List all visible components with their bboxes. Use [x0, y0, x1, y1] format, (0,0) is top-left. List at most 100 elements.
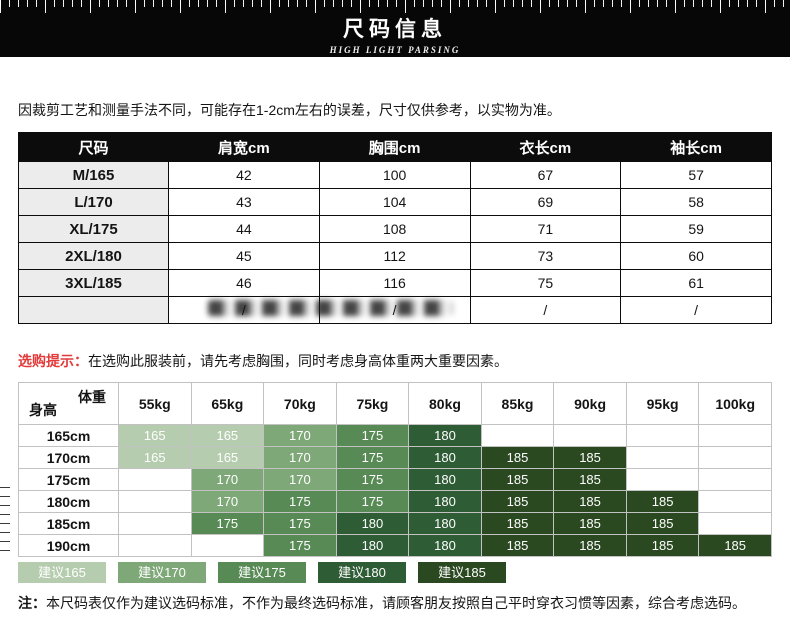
size-label-cell: M/165	[18, 161, 169, 189]
note-label: 注：	[18, 595, 46, 611]
matrix-empty-cell	[480, 424, 555, 447]
size-value-cell: 67	[469, 161, 622, 189]
matrix-size-cell: 175	[263, 534, 337, 557]
weight-header-cell: 75kg	[335, 382, 410, 425]
size-table-head-row: 尺码 肩宽cm 胸围cm 衣长cm 袖长cm	[18, 132, 772, 162]
size-value-cell: 69	[469, 188, 622, 216]
matrix-size-cell: 185	[553, 446, 627, 469]
size-value-cell: 45	[168, 242, 320, 270]
matrix-size-cell: 175	[190, 512, 265, 535]
intro-text: 因裁剪工艺和测量手法不同，可能存在1-2cm左右的误差，尺寸仅供参考，以实物为准…	[18, 102, 561, 118]
weight-header-cell: 100kg	[698, 382, 772, 425]
matrix-empty-cell	[698, 468, 772, 491]
tip-label: 选购提示：	[18, 353, 88, 369]
matrix-empty-cell	[625, 446, 700, 469]
matrix-empty-cell	[118, 512, 192, 535]
matrix-empty-cell	[698, 512, 772, 535]
size-table-header-cell: 胸围cm	[318, 132, 471, 162]
matrix-empty-cell	[118, 490, 192, 513]
matrix-size-cell: 185	[625, 534, 700, 557]
matrix-row: 165cm 165 165 170 175 180	[18, 424, 772, 447]
matrix-size-cell: 185	[698, 534, 772, 557]
height-label-cell: 180cm	[18, 490, 119, 513]
matrix-size-cell: 170	[190, 468, 265, 491]
matrix-size-cell: 180	[335, 534, 410, 557]
matrix-size-cell: 185	[553, 534, 627, 557]
legend: 建议165 建议170 建议175 建议180 建议185	[18, 562, 772, 583]
page-subtitle: HIGH LIGHT PARSING	[329, 45, 461, 55]
size-value-cell: 100	[318, 161, 471, 189]
matrix-size-cell: 185	[553, 468, 627, 491]
note-text: 本尺码表仅作为建议选码标准，不作为最终选码标准，请顾客朋友按照自己平时穿衣习惯等…	[46, 595, 746, 611]
matrix-empty-cell	[625, 468, 700, 491]
matrix-head-row: 体重 身高 55kg 65kg 70kg 75kg 80kg 85kg 90kg 95kg 10…	[18, 382, 772, 425]
header-banner: 尺码信息 HIGH LIGHT PARSING	[0, 0, 790, 57]
height-label-cell: 185cm	[18, 512, 119, 535]
size-value-cell: 60	[620, 242, 772, 270]
size-table-row: L/170 43 104 69 58	[18, 188, 772, 216]
size-table-header-cell: 衣长cm	[469, 132, 622, 162]
legend-item: 建议170	[118, 562, 206, 583]
matrix-size-cell: 175	[263, 490, 337, 513]
legend-item: 建议175	[218, 562, 306, 583]
matrix-empty-cell	[553, 424, 627, 447]
weight-header-cell: 70kg	[263, 382, 337, 425]
size-label-cell: XL/175	[18, 215, 169, 243]
matrix-row: 170cm 165 165 170 175 180 185 185	[18, 446, 772, 469]
matrix-empty-cell	[118, 534, 192, 557]
matrix-row: 190cm 175 180 180 185 185 185 185	[18, 534, 772, 557]
size-value-cell: 43	[168, 188, 320, 216]
legend-item: 建议165	[18, 562, 106, 583]
size-recommendation-matrix: 体重 身高 55kg 65kg 70kg 75kg 80kg 85kg 90kg 95kg 10…	[18, 382, 772, 557]
matrix-size-cell: 175	[335, 424, 410, 447]
size-table-header-cell: 袖长cm	[620, 132, 772, 162]
matrix-size-cell: 175	[335, 468, 410, 491]
size-table-row: XL/175 44 108 71 59	[18, 215, 772, 243]
matrix-empty-cell	[625, 424, 700, 447]
matrix-size-cell: 170	[263, 424, 337, 447]
matrix-size-cell: 165	[190, 446, 265, 469]
size-value-cell: 61	[620, 269, 772, 297]
size-value-cell: 108	[318, 215, 471, 243]
matrix-size-cell: 185	[625, 512, 700, 535]
weight-header-cell: 80kg	[408, 382, 482, 425]
weight-header-cell: 95kg	[625, 382, 700, 425]
matrix-size-cell: 180	[408, 424, 482, 447]
size-label-cell	[18, 296, 169, 324]
matrix-corner-cell: 体重 身高	[18, 382, 119, 425]
height-label-cell: 190cm	[18, 534, 119, 557]
tip-line: 选购提示：在选购此服装前，请先考虑胸围，同时考虑身高体重两大重要因素。	[0, 324, 790, 382]
ruler-ticks-top	[0, 0, 790, 14]
weight-header-cell: 85kg	[480, 382, 555, 425]
size-value-cell: 112	[318, 242, 471, 270]
size-value-cell: 75	[469, 269, 622, 297]
matrix-size-cell: 165	[118, 446, 192, 469]
matrix-size-cell: 180	[408, 512, 482, 535]
matrix-size-cell: 180	[335, 512, 410, 535]
corner-weight-label: 体重	[78, 389, 106, 405]
matrix-row: 185cm 175 175 180 180 185 185 185	[18, 512, 772, 535]
size-table-header-cell: 肩宽cm	[168, 132, 320, 162]
matrix-size-cell: 185	[480, 512, 555, 535]
size-value-cell: 73	[469, 242, 622, 270]
height-label-cell: 165cm	[18, 424, 119, 447]
weight-header-cell: 55kg	[118, 382, 192, 425]
size-value-cell: 71	[469, 215, 622, 243]
matrix-row: 180cm 170 175 175 180 185 185 185	[18, 490, 772, 513]
matrix-size-cell: 180	[408, 490, 482, 513]
note-line: 注：本尺码表仅作为建议选码标准，不作为最终选码标准，请顾客朋友按照自己平时穿衣习…	[0, 583, 790, 612]
matrix-size-cell: 185	[480, 534, 555, 557]
matrix-empty-cell	[698, 424, 772, 447]
size-table: 尺码 肩宽cm 胸围cm 衣长cm 袖长cm M/165 42 100 67 57 L/170 43…	[18, 132, 772, 324]
size-value-cell: 104	[318, 188, 471, 216]
size-table-header-cell: 尺码	[18, 132, 169, 162]
size-label-cell: L/170	[18, 188, 169, 216]
matrix-size-cell: 180	[408, 468, 482, 491]
matrix-size-cell: 165	[118, 424, 192, 447]
matrix-size-cell: 185	[553, 490, 627, 513]
matrix-size-cell: 175	[263, 512, 337, 535]
matrix-empty-cell	[118, 468, 192, 491]
size-table-row: M/165 42 100 67 57	[18, 161, 772, 189]
size-table-row: 3XL/185 46 116 75 61	[18, 269, 772, 297]
